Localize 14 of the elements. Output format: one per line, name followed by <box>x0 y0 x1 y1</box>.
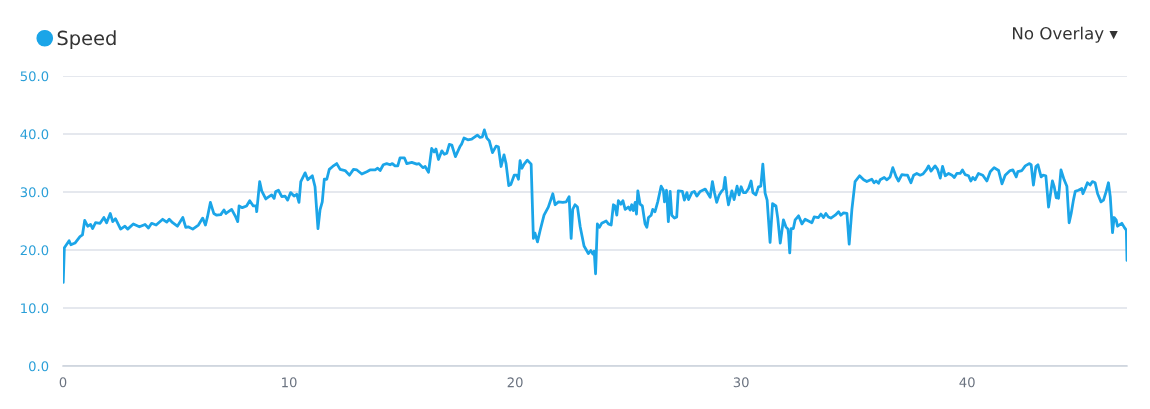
y-tick-label: 50.0 <box>20 71 49 82</box>
text: No Overlay ▾ <box>1013 26 1118 43</box>
y-tick-label: 40.0 <box>20 129 49 140</box>
y-tick-label: 20.0 <box>20 245 49 256</box>
x-tick-label: 20 <box>507 377 523 388</box>
y-tick-label: 30.0 <box>20 187 49 198</box>
x-tick-label: 30 <box>733 377 749 388</box>
y-tick-label: 10.0 <box>21 303 49 314</box>
y-tick-label: 0.0 <box>29 361 49 372</box>
legend-label: Speed <box>57 30 116 50</box>
x-tick-label: 40 <box>959 377 975 388</box>
x-tick-label: 0 <box>59 377 67 388</box>
line-series <box>63 128 1127 284</box>
x-tick-label: 10 <box>282 377 297 388</box>
